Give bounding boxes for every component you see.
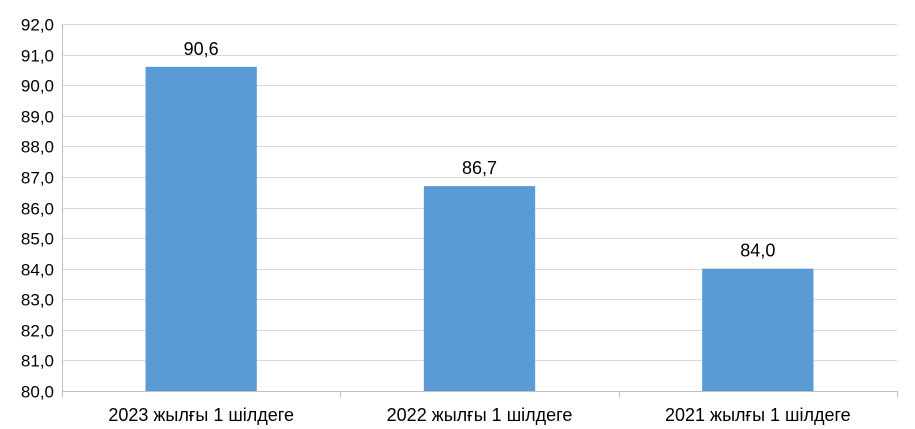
- labels: 80,0 81,0 82,0 83,0 84,0 85,0 86,0 87,0 88,0 89,0…: [21, 16, 851, 426]
- y-tick-label: 89,0: [21, 108, 54, 127]
- data-label: 86,7: [462, 158, 497, 178]
- y-tick-label: 86,0: [21, 200, 54, 219]
- x-category-label: 2021 жылғы 1 шілдеге: [665, 405, 851, 425]
- y-tick-label: 83,0: [21, 291, 54, 310]
- bar: [145, 66, 257, 392]
- y-tick-label: 87,0: [21, 169, 54, 188]
- y-tick-label: 85,0: [21, 230, 54, 249]
- y-tick-label: 88,0: [21, 138, 54, 157]
- data-label: 90,6: [184, 39, 219, 59]
- y-tick-label: 82,0: [21, 322, 54, 341]
- axes: [62, 24, 898, 397]
- y-tick-label: 91,0: [21, 47, 54, 66]
- y-tick-label: 90,0: [21, 77, 54, 96]
- bars: [145, 66, 814, 392]
- y-tick-label: 80,0: [21, 383, 54, 402]
- y-tick-label: 81,0: [21, 352, 54, 371]
- y-tick-label: 84,0: [21, 261, 54, 280]
- x-category-label: 2023 жылғы 1 шілдеге: [108, 405, 294, 425]
- data-label: 84,0: [740, 241, 775, 261]
- y-tick-label: 92,0: [21, 16, 54, 35]
- bar: [702, 268, 814, 391]
- x-category-label: 2022 жылғы 1 шілдеге: [387, 405, 573, 425]
- bar: [423, 186, 536, 391]
